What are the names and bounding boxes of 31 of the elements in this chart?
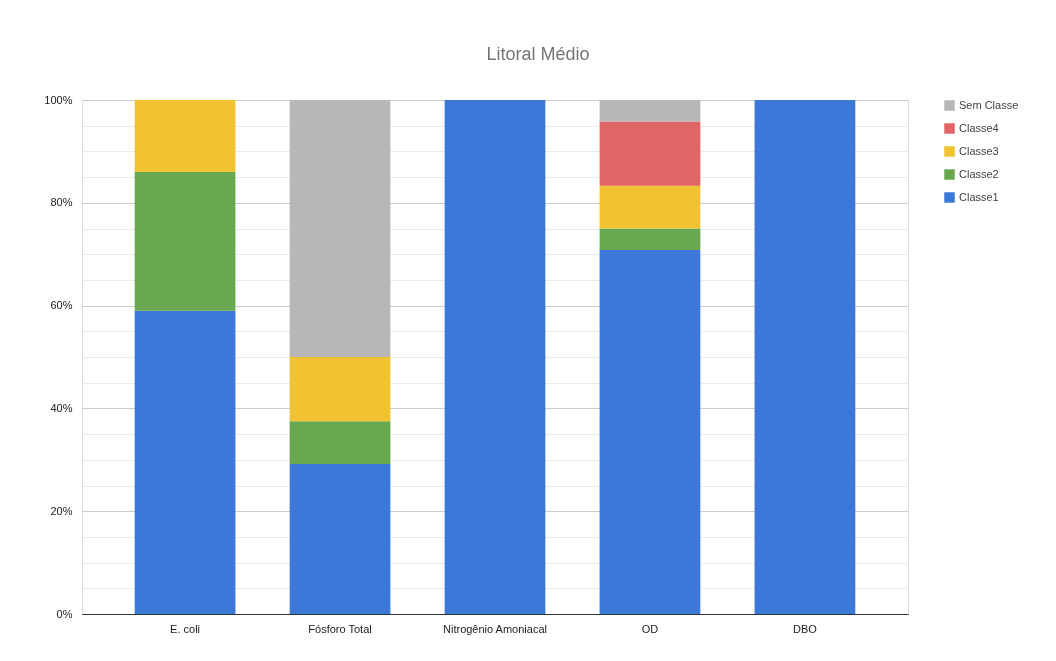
- legend-label: Classe3: [959, 144, 999, 157]
- bar: [444, 100, 546, 614]
- bar: [134, 171, 236, 311]
- bar: [599, 250, 701, 614]
- y-tick-label: 60%: [50, 299, 73, 312]
- bar: [289, 100, 391, 357]
- y-tick-label: 100%: [44, 93, 73, 106]
- bar: [289, 463, 391, 614]
- y-tick-label: 0%: [56, 607, 73, 620]
- x-tick-label: Fósforo Total: [308, 622, 372, 635]
- bar: [134, 310, 236, 614]
- legend-label: Classe4: [959, 121, 999, 134]
- x-tick-label: E. coli: [170, 622, 201, 635]
- bar: [599, 121, 701, 186]
- x-tick-label: DBO: [793, 622, 818, 635]
- bar: [754, 100, 856, 614]
- x-tick-label: OD: [641, 622, 659, 635]
- bar: [134, 100, 236, 172]
- bar: [599, 185, 701, 229]
- chart-title: Litoral Médio: [486, 44, 590, 64]
- y-tick-label: 80%: [50, 196, 73, 209]
- bar: [289, 357, 391, 422]
- y-tick-label: 20%: [50, 504, 73, 517]
- legend-label: Classe1: [959, 190, 999, 203]
- bar: [599, 100, 701, 122]
- legend-label: Classe2: [959, 167, 999, 180]
- y-tick-label: 40%: [50, 401, 73, 414]
- legend-label: Sem Classe: [959, 98, 1019, 111]
- x-tick-label: Nitrogênio Amoniacal: [443, 622, 547, 635]
- bar: [289, 421, 391, 464]
- bar: [599, 228, 701, 251]
